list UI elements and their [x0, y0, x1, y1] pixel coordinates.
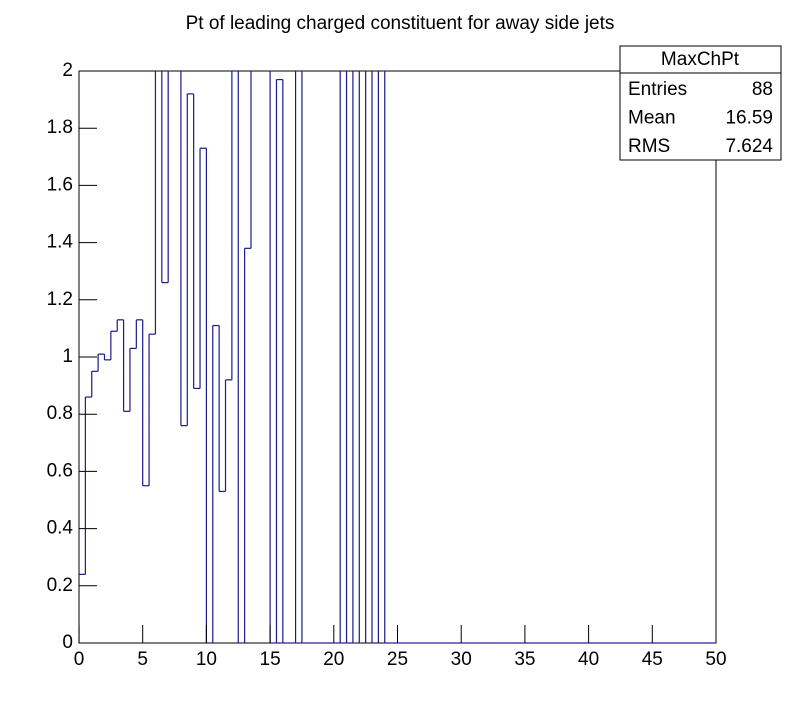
x-tick-label: 45 [642, 649, 663, 670]
y-tick-label: 1 [62, 346, 73, 367]
x-tick-label: 0 [74, 649, 85, 670]
y-tick-label: 0.8 [47, 403, 73, 424]
x-tick-label: 40 [578, 649, 599, 670]
y-tick-label: 1.2 [47, 289, 73, 310]
y-tick-label: 1.4 [47, 232, 74, 253]
y-tick-label: 0 [62, 632, 73, 653]
x-tick-label: 20 [323, 649, 344, 670]
stats-label: Entries [628, 79, 687, 100]
y-tick-label: 0.4 [47, 518, 74, 539]
histogram [79, 71, 716, 643]
y-tick-label: 2 [62, 60, 73, 81]
x-tick-label: 50 [705, 649, 726, 670]
x-tick-label: 35 [514, 649, 535, 670]
x-tick-label: 25 [387, 649, 408, 670]
x-tick-label: 10 [196, 649, 217, 670]
y-tick-label: 0.6 [47, 460, 73, 481]
x-tick-label: 5 [137, 649, 148, 670]
x-tick-label: 15 [260, 649, 281, 670]
y-tick-label: 1.8 [47, 117, 73, 138]
stats-box [619, 45, 782, 161]
stats-value: 16.59 [725, 108, 773, 129]
stats-label: Mean [628, 108, 676, 129]
bin-edges [79, 71, 386, 643]
stats-label: RMS [628, 136, 670, 157]
y-tick-label: 1.6 [47, 174, 73, 195]
x-tick-label: 30 [451, 649, 472, 670]
stats-value: 88 [752, 79, 773, 100]
chart-title: Pt of leading charged constituent for aw… [186, 13, 615, 34]
stats-title: MaxChPt [661, 49, 740, 70]
stats-value: 7.624 [725, 136, 773, 157]
y-tick-label: 0.2 [47, 575, 73, 596]
